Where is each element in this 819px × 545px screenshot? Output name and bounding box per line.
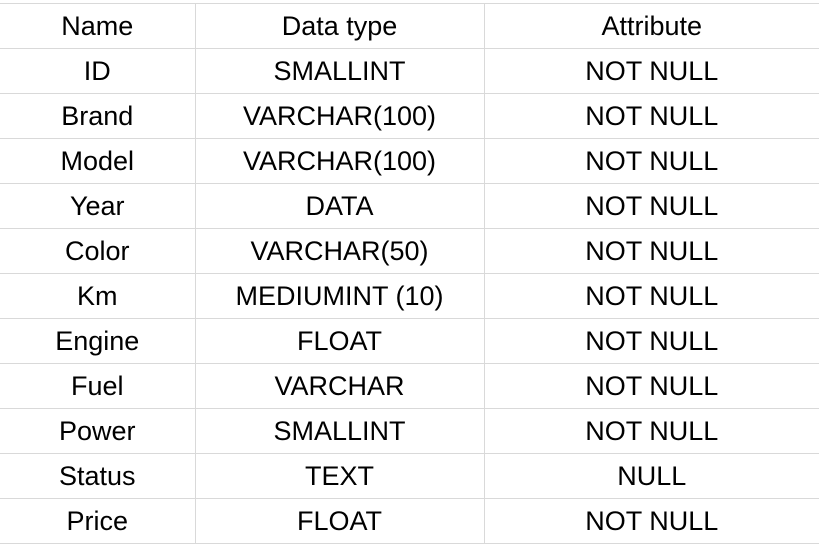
schema-table-body: Name Data type Attribute ID SMALLINT NOT N… — [0, 3, 819, 544]
table-row: Status TEXT NULL — [0, 453, 819, 499]
table-row: Color VARCHAR(50) NOT NULL — [0, 228, 819, 274]
attribute-cell: NOT NULL — [484, 318, 819, 364]
attribute-cell: NULL — [484, 453, 819, 499]
name-cell: Engine — [0, 318, 196, 364]
data-type-cell: SMALLINT — [195, 48, 485, 94]
name-cell: Price — [0, 498, 196, 544]
name-cell: Status — [0, 453, 196, 499]
data-type-cell: MEDIUMINT (10) — [195, 273, 485, 319]
name-cell: Fuel — [0, 363, 196, 409]
data-type-cell: VARCHAR(100) — [195, 138, 485, 184]
name-cell: Year — [0, 183, 196, 229]
name-cell: ID — [0, 48, 196, 94]
name-cell: Power — [0, 408, 196, 454]
data-type-cell: VARCHAR(100) — [195, 93, 485, 139]
table-row: Engine FLOAT NOT NULL — [0, 318, 819, 364]
name-cell: Km — [0, 273, 196, 319]
attribute-cell: NOT NULL — [484, 273, 819, 319]
header-attribute-cell: Attribute — [484, 3, 819, 49]
table-row: Price FLOAT NOT NULL — [0, 498, 819, 544]
data-type-cell: VARCHAR — [195, 363, 485, 409]
attribute-cell: NOT NULL — [484, 93, 819, 139]
name-cell: Brand — [0, 93, 196, 139]
table-row: Km MEDIUMINT (10) NOT NULL — [0, 273, 819, 319]
table-row: Fuel VARCHAR NOT NULL — [0, 363, 819, 409]
table-row: ID SMALLINT NOT NULL — [0, 48, 819, 94]
data-type-cell: SMALLINT — [195, 408, 485, 454]
attribute-cell: NOT NULL — [484, 408, 819, 454]
header-data-type-cell: Data type — [195, 3, 485, 49]
data-type-cell: FLOAT — [195, 318, 485, 364]
table-row: Model VARCHAR(100) NOT NULL — [0, 138, 819, 184]
data-type-cell: FLOAT — [195, 498, 485, 544]
table-row: Power SMALLINT NOT NULL — [0, 408, 819, 454]
attribute-cell: NOT NULL — [484, 363, 819, 409]
attribute-cell: NOT NULL — [484, 48, 819, 94]
schema-table: Name Data type Attribute ID SMALLINT NOT N… — [0, 3, 819, 544]
attribute-cell: NOT NULL — [484, 498, 819, 544]
name-cell: Model — [0, 138, 196, 184]
attribute-cell: NOT NULL — [484, 138, 819, 184]
attribute-cell: NOT NULL — [484, 228, 819, 274]
data-type-cell: TEXT — [195, 453, 485, 499]
table-row: Year DATA NOT NULL — [0, 183, 819, 229]
header-name-cell: Name — [0, 3, 196, 49]
table-row: Brand VARCHAR(100) NOT NULL — [0, 93, 819, 139]
data-type-cell: VARCHAR(50) — [195, 228, 485, 274]
header-row: Name Data type Attribute — [0, 3, 819, 49]
data-type-cell: DATA — [195, 183, 485, 229]
name-cell: Color — [0, 228, 196, 274]
attribute-cell: NOT NULL — [484, 183, 819, 229]
